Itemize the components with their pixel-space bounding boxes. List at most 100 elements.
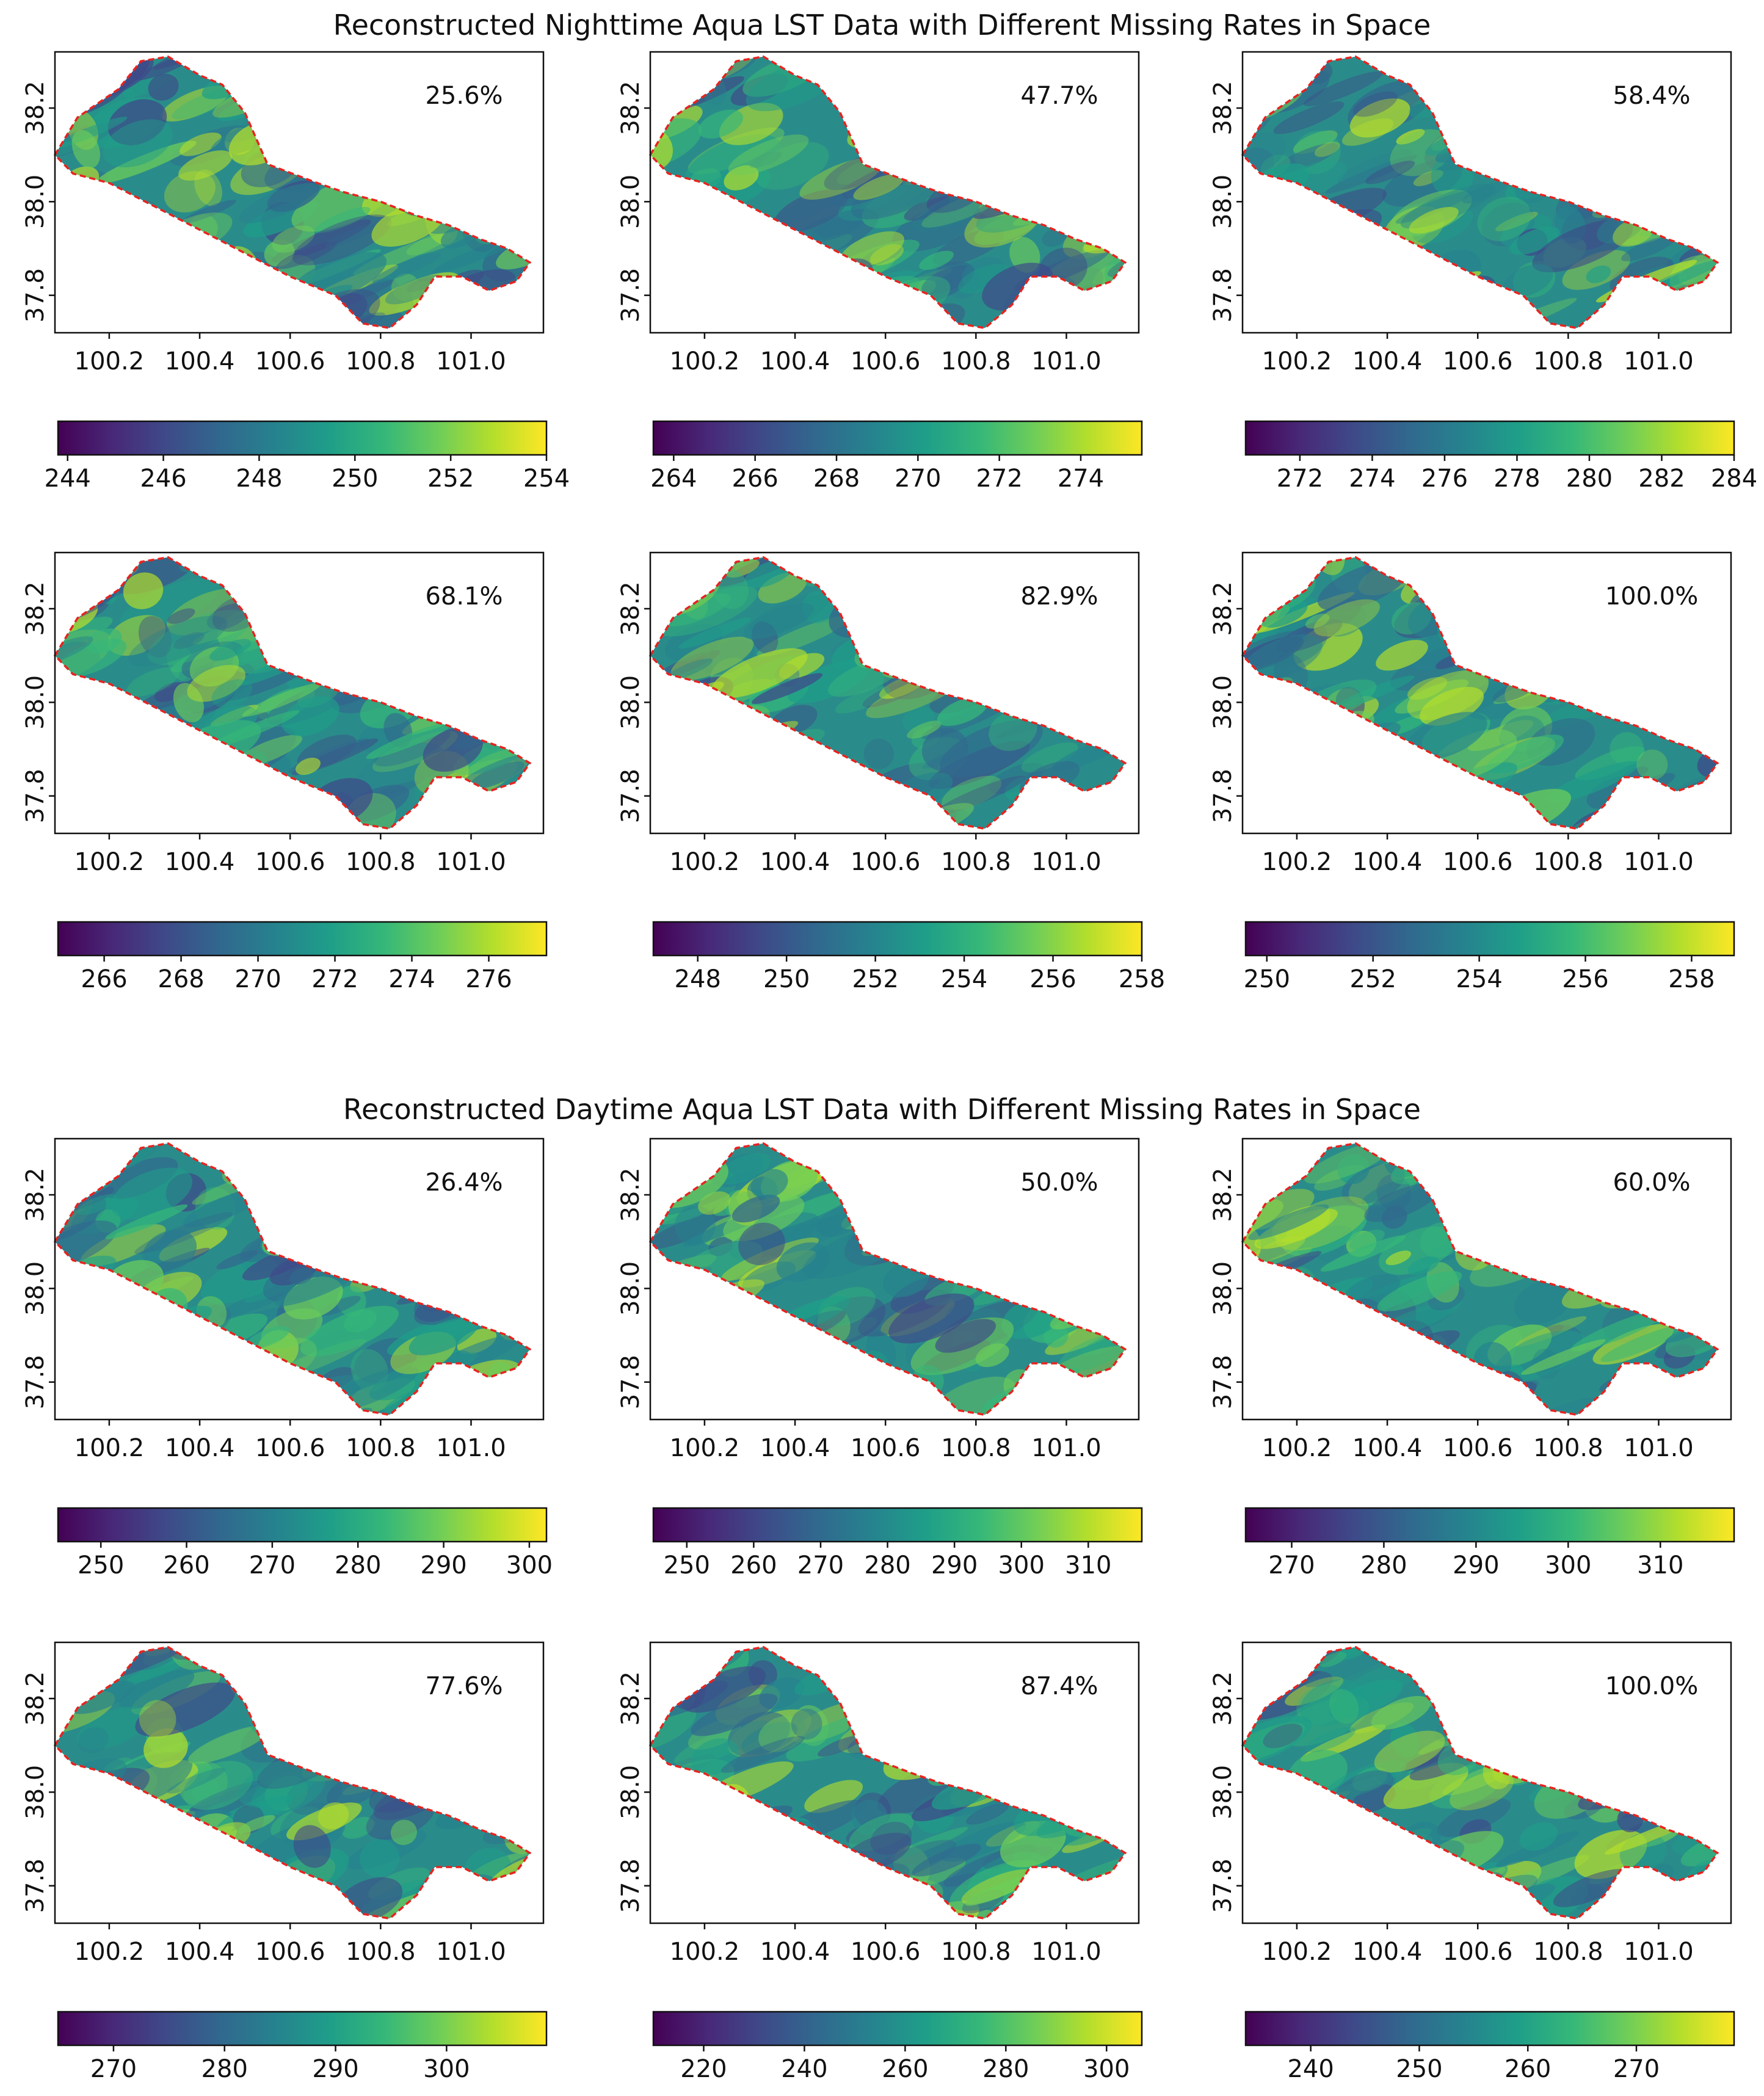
basin-boundary (1241, 55, 1719, 330)
lst-texture-blob (1092, 136, 1125, 176)
lst-texture-blob (1034, 1722, 1111, 1761)
lst-texture-blob (1647, 173, 1718, 209)
lst-texture-blob (1420, 687, 1484, 726)
lst-texture-blob (938, 1647, 1000, 1680)
lst-texture-blob (472, 1730, 530, 1767)
colorbar-tick-label: 270 (797, 1551, 844, 1579)
x-tick-label: 100.2 (74, 1938, 145, 1966)
lst-texture-blob (1051, 629, 1123, 663)
lst-texture-blob (716, 720, 799, 757)
lst-texture-blob (1617, 1725, 1666, 1771)
lst-texture-blob (1350, 267, 1414, 300)
lst-texture-blob (460, 1651, 492, 1672)
lst-texture-blob (1042, 691, 1096, 716)
lst-texture-blob (148, 73, 179, 101)
y-tick-label: 37.8 (1209, 1355, 1237, 1409)
lst-texture-blob (1313, 599, 1380, 637)
lst-texture-blob (1599, 1259, 1694, 1309)
lst-texture-blob (277, 557, 372, 607)
lst-texture-blob (1305, 1727, 1356, 1752)
lst-texture-blob (890, 1207, 965, 1250)
lst-texture-blob (143, 1230, 197, 1272)
lst-texture-blob (167, 1768, 225, 1794)
lst-texture-blob (1519, 1822, 1558, 1851)
lst-texture-blob (1597, 621, 1679, 671)
lst-texture-blob (1658, 118, 1704, 145)
lst-texture-blob (72, 229, 117, 252)
lst-texture-blob (497, 1647, 530, 1677)
lst-texture-blob (175, 1371, 235, 1404)
lst-texture-blob (82, 220, 169, 256)
lst-texture-blob (206, 1888, 304, 1919)
colorbar-tick-label: 240 (1287, 2055, 1334, 2083)
lst-texture-blob (251, 1668, 324, 1710)
lst-texture-blob (1498, 557, 1539, 579)
lst-texture-blob (1515, 1647, 1576, 1691)
lst-texture-blob (664, 593, 731, 626)
lst-texture-blob (230, 1374, 267, 1406)
lst-texture-blob (1447, 1898, 1523, 1919)
lst-texture-blob (1272, 1350, 1374, 1394)
lst-texture-blob (1309, 1826, 1373, 1865)
lst-texture-blob (913, 1152, 992, 1189)
lst-texture-blob (336, 1285, 366, 1317)
colorbar (652, 921, 1143, 957)
lst-texture-blob (1106, 1143, 1125, 1159)
y-tick-label: 38.2 (1209, 581, 1237, 636)
lst-texture-blob (1375, 1341, 1418, 1368)
lst-texture-blob (1639, 1253, 1665, 1273)
lst-texture-blob (666, 1279, 764, 1325)
colorbar-tick-label: 290 (312, 2055, 358, 2083)
lst-texture-blob (1268, 195, 1299, 222)
lst-texture-blob (258, 1693, 307, 1717)
lst-texture-blob (1546, 1195, 1576, 1234)
lst-texture-blob (923, 1213, 1013, 1252)
lst-texture-blob (89, 1835, 172, 1875)
lst-texture-blob (678, 617, 751, 649)
lst-texture-blob (1309, 1837, 1377, 1880)
lst-texture-blob (1609, 1756, 1704, 1799)
lst-texture-blob (752, 1888, 817, 1919)
basin-boundary (648, 1142, 1127, 1416)
lst-texture-blob (1069, 1241, 1110, 1263)
lst-texture-blob (1288, 302, 1324, 327)
lst-texture-blob (111, 1167, 193, 1220)
x-tick-label: 100.4 (165, 1434, 235, 1462)
lst-texture-blob (287, 596, 370, 639)
lst-texture-blob (327, 1647, 402, 1665)
lst-texture-blob (216, 1250, 258, 1270)
lst-texture-blob (670, 1293, 717, 1319)
lst-texture-blob (1698, 230, 1718, 248)
lst-texture-blob (739, 1355, 819, 1393)
x-tick-label: 100.2 (1262, 1938, 1332, 1966)
lst-texture-blob (884, 588, 953, 634)
lst-texture-blob (926, 100, 951, 118)
basin-boundary (1241, 556, 1719, 830)
lst-texture-blob (294, 312, 385, 328)
lst-texture-blob (1618, 1788, 1686, 1818)
lst-texture-blob (407, 1733, 488, 1771)
y-tick-label: 38.2 (21, 581, 49, 636)
lst-texture-blob (1096, 1726, 1125, 1760)
daytime-section-title: Reconstructed Daytime Aqua LST Data with… (343, 1093, 1421, 1126)
basin-boundary (648, 556, 1127, 830)
lst-texture-blob (104, 234, 181, 267)
lst-texture-blob (515, 732, 530, 753)
lst-texture-blob (1643, 636, 1718, 678)
lst-texture-blob (1600, 1324, 1686, 1362)
lst-texture-blob (55, 1351, 154, 1405)
lst-texture-blob (889, 1827, 968, 1860)
x-tick-label: 100.6 (1443, 1434, 1513, 1462)
lst-texture-blob (1036, 142, 1070, 162)
y-tick-label: 37.8 (617, 1858, 645, 1913)
lst-texture-blob (1254, 1351, 1297, 1390)
lst-texture-blob (1391, 56, 1447, 76)
lst-texture-blob (741, 1722, 798, 1755)
lst-texture-blob (134, 1212, 233, 1255)
lst-texture-blob (1374, 1730, 1445, 1773)
lst-texture-blob (1701, 579, 1718, 607)
lst-texture-blob (61, 1647, 109, 1663)
lst-panel: 100.2 100.4 100.6 100.8 101.0 37.8 38.0 38.2 58.… (1188, 0, 1757, 493)
lst-texture-blob (1298, 706, 1330, 723)
lst-texture-blob (55, 639, 127, 678)
